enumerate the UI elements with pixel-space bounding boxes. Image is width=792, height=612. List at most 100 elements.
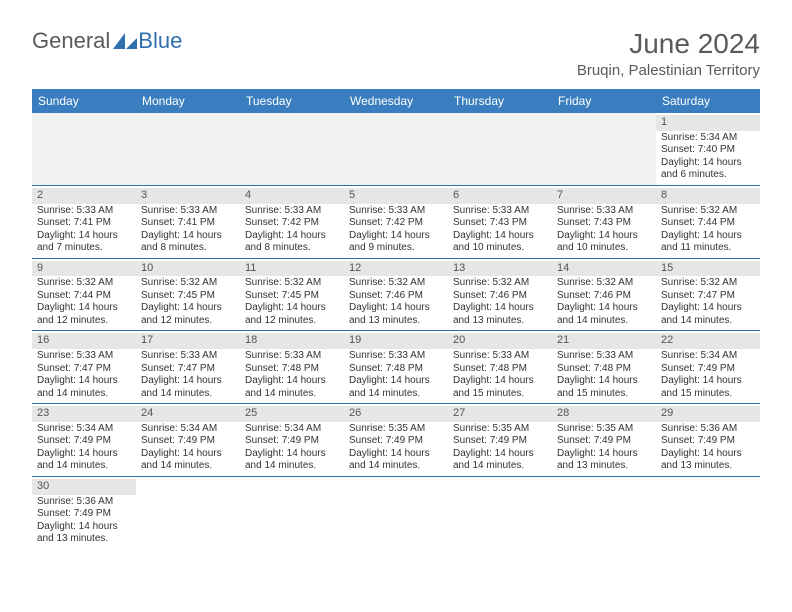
sunset-text: Sunset: 7:49 PM [37,435,131,448]
sunrise-text: Sunrise: 5:33 AM [557,205,651,218]
day-number: 16 [32,333,136,349]
day-cell: 6Sunrise: 5:33 AMSunset: 7:43 PMDaylight… [448,186,552,259]
day-number: 3 [136,188,240,204]
sunset-text: Sunset: 7:48 PM [557,363,651,376]
daylight-text: Daylight: 14 hours [37,375,131,388]
weekday-friday: Friday [552,89,656,113]
page-header: General Blue June 2024 Bruqin, Palestini… [32,28,760,79]
sunrise-text: Sunrise: 5:36 AM [661,423,755,436]
title-block: June 2024 Bruqin, Palestinian Territory [577,28,760,79]
daylight-text: and 9 minutes. [349,242,443,255]
daylight-text: and 14 minutes. [141,460,235,473]
week-row: 30Sunrise: 5:36 AMSunset: 7:49 PMDayligh… [32,477,760,549]
day-cell: 11Sunrise: 5:32 AMSunset: 7:45 PMDayligh… [240,259,344,332]
weeks-container: 1Sunrise: 5:34 AMSunset: 7:40 PMDaylight… [32,113,760,549]
sunrise-text: Sunrise: 5:33 AM [141,350,235,363]
weekday-monday: Monday [136,89,240,113]
daylight-text: and 8 minutes. [141,242,235,255]
sunrise-text: Sunrise: 5:36 AM [37,496,131,509]
week-row: 1Sunrise: 5:34 AMSunset: 7:40 PMDaylight… [32,113,760,186]
day-cell: 25Sunrise: 5:34 AMSunset: 7:49 PMDayligh… [240,404,344,477]
daylight-text: and 8 minutes. [245,242,339,255]
empty-cell [240,113,344,186]
weekday-tuesday: Tuesday [240,89,344,113]
daylight-text: and 14 minutes. [245,460,339,473]
sunset-text: Sunset: 7:46 PM [349,290,443,303]
day-cell: 18Sunrise: 5:33 AMSunset: 7:48 PMDayligh… [240,331,344,404]
daylight-text: and 14 minutes. [37,388,131,401]
day-number: 1 [656,115,760,131]
daylight-text: Daylight: 14 hours [453,302,547,315]
daylight-text: Daylight: 14 hours [661,230,755,243]
sunrise-text: Sunrise: 5:34 AM [661,350,755,363]
sunset-text: Sunset: 7:41 PM [37,217,131,230]
day-number: 25 [240,406,344,422]
day-number: 15 [656,261,760,277]
day-cell: 29Sunrise: 5:36 AMSunset: 7:49 PMDayligh… [656,404,760,477]
sunset-text: Sunset: 7:42 PM [245,217,339,230]
sunset-text: Sunset: 7:47 PM [37,363,131,376]
day-cell: 2Sunrise: 5:33 AMSunset: 7:41 PMDaylight… [32,186,136,259]
empty-cell [552,477,656,549]
sunrise-text: Sunrise: 5:34 AM [245,423,339,436]
daylight-text: Daylight: 14 hours [37,448,131,461]
daylight-text: Daylight: 14 hours [453,375,547,388]
day-number: 19 [344,333,448,349]
daylight-text: and 11 minutes. [661,242,755,255]
sunset-text: Sunset: 7:43 PM [557,217,651,230]
sunrise-text: Sunrise: 5:34 AM [661,132,755,145]
sunset-text: Sunset: 7:46 PM [453,290,547,303]
day-number: 4 [240,188,344,204]
location-label: Bruqin, Palestinian Territory [577,62,760,79]
daylight-text: Daylight: 14 hours [349,302,443,315]
day-cell: 8Sunrise: 5:32 AMSunset: 7:44 PMDaylight… [656,186,760,259]
day-number: 10 [136,261,240,277]
daylight-text: Daylight: 14 hours [557,230,651,243]
day-cell: 7Sunrise: 5:33 AMSunset: 7:43 PMDaylight… [552,186,656,259]
daylight-text: and 14 minutes. [661,315,755,328]
sunrise-text: Sunrise: 5:33 AM [37,205,131,218]
sunrise-text: Sunrise: 5:35 AM [453,423,547,436]
empty-cell [344,477,448,549]
day-cell: 23Sunrise: 5:34 AMSunset: 7:49 PMDayligh… [32,404,136,477]
day-cell: 1Sunrise: 5:34 AMSunset: 7:40 PMDaylight… [656,113,760,186]
daylight-text: and 12 minutes. [37,315,131,328]
day-cell: 5Sunrise: 5:33 AMSunset: 7:42 PMDaylight… [344,186,448,259]
sunset-text: Sunset: 7:44 PM [661,217,755,230]
day-cell: 30Sunrise: 5:36 AMSunset: 7:49 PMDayligh… [32,477,136,549]
sunset-text: Sunset: 7:40 PM [661,144,755,157]
daylight-text: Daylight: 14 hours [141,375,235,388]
empty-cell [136,477,240,549]
empty-cell [32,113,136,186]
day-cell: 28Sunrise: 5:35 AMSunset: 7:49 PMDayligh… [552,404,656,477]
sunset-text: Sunset: 7:44 PM [37,290,131,303]
day-cell: 4Sunrise: 5:33 AMSunset: 7:42 PMDaylight… [240,186,344,259]
day-number: 24 [136,406,240,422]
day-number: 18 [240,333,344,349]
daylight-text: and 7 minutes. [37,242,131,255]
day-number: 22 [656,333,760,349]
brand-text-1: General [32,28,110,54]
sunrise-text: Sunrise: 5:33 AM [453,205,547,218]
day-cell: 9Sunrise: 5:32 AMSunset: 7:44 PMDaylight… [32,259,136,332]
daylight-text: and 14 minutes. [349,460,443,473]
daylight-text: Daylight: 14 hours [141,230,235,243]
sunset-text: Sunset: 7:48 PM [245,363,339,376]
day-cell: 27Sunrise: 5:35 AMSunset: 7:49 PMDayligh… [448,404,552,477]
weekday-sunday: Sunday [32,89,136,113]
daylight-text: Daylight: 14 hours [349,448,443,461]
week-row: 16Sunrise: 5:33 AMSunset: 7:47 PMDayligh… [32,331,760,404]
day-number: 21 [552,333,656,349]
daylight-text: Daylight: 14 hours [37,302,131,315]
sunrise-text: Sunrise: 5:34 AM [141,423,235,436]
sunrise-text: Sunrise: 5:33 AM [349,205,443,218]
weekday-wednesday: Wednesday [344,89,448,113]
sunset-text: Sunset: 7:49 PM [37,508,131,521]
daylight-text: and 12 minutes. [245,315,339,328]
daylight-text: Daylight: 14 hours [141,448,235,461]
daylight-text: and 14 minutes. [37,460,131,473]
sunrise-text: Sunrise: 5:35 AM [557,423,651,436]
daylight-text: and 14 minutes. [453,460,547,473]
week-row: 23Sunrise: 5:34 AMSunset: 7:49 PMDayligh… [32,404,760,477]
sunset-text: Sunset: 7:49 PM [661,435,755,448]
